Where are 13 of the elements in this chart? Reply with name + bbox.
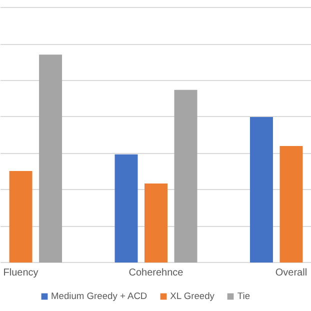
bar xyxy=(114,154,138,262)
x-tick-label: Fluency xyxy=(3,268,38,278)
bar xyxy=(174,90,198,262)
bar xyxy=(144,183,168,262)
x-tick-label: Coherehnce xyxy=(128,268,184,278)
legend-label: XL Greedy xyxy=(170,291,214,301)
bar xyxy=(280,146,303,262)
x-tick-label: Overall xyxy=(275,268,308,278)
bar xyxy=(9,171,32,262)
bar xyxy=(250,116,273,262)
bar xyxy=(39,54,62,262)
legend-label: Medium Greedy + ACD xyxy=(51,291,148,301)
legend-label: Tie xyxy=(237,291,252,301)
